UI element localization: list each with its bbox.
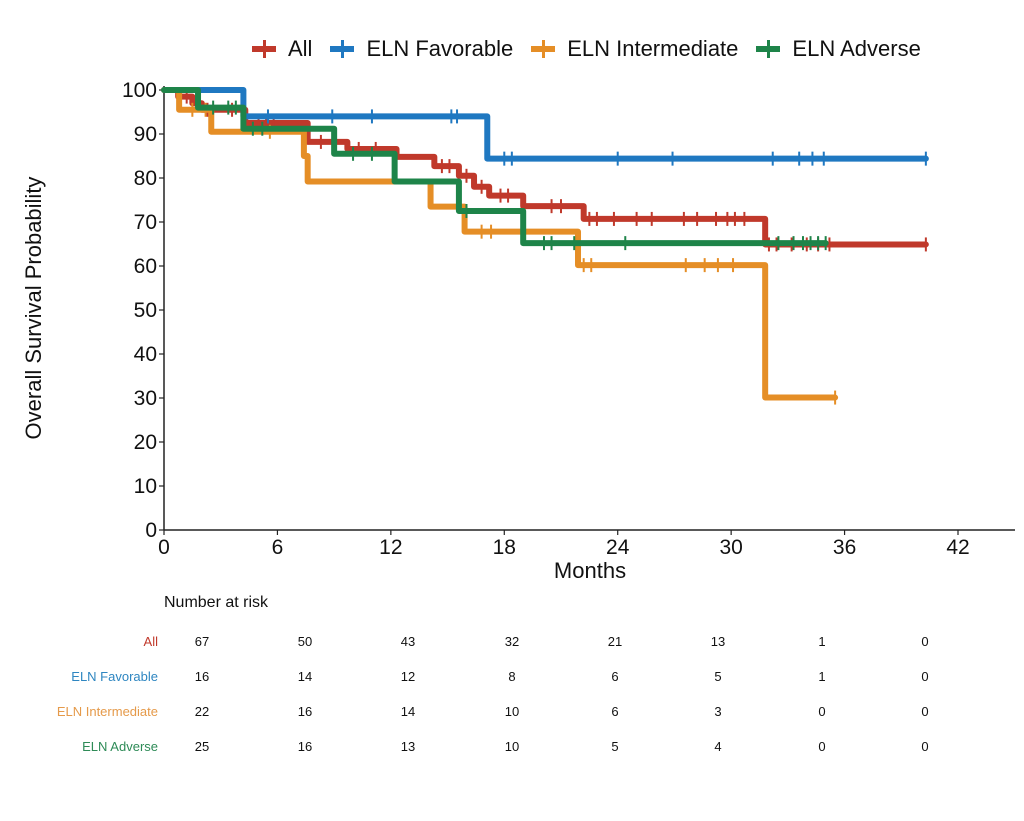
x-axis-label: Months: [553, 558, 627, 583]
risk-cell: 1: [818, 634, 826, 649]
x-tick-label: 18: [493, 536, 516, 559]
risk-cell: 3: [714, 704, 722, 719]
y-tick-label: 80: [134, 167, 157, 190]
y-tick-label: 70: [134, 211, 157, 234]
curve-line-all: [161, 87, 929, 248]
legend-label: ELN Adverse: [792, 36, 921, 61]
x-tick-label: 42: [946, 536, 969, 559]
risk-cell: 4: [714, 739, 722, 754]
x-tick-label: 0: [158, 536, 170, 559]
y-axis-label: Overall Survival Probability: [21, 176, 46, 440]
risk-cell: 0: [921, 634, 929, 649]
legend-swatch-icon: [252, 39, 276, 59]
curve-line-eln-adverse: [161, 87, 829, 247]
risk-cell: 14: [400, 704, 416, 719]
axes: 0 6 12 18 24 30 36 42 0 10 20 30 40 50 60 70 80 90 100: [122, 79, 1015, 559]
risk-cell: 8: [508, 669, 516, 684]
risk-cell: 22: [194, 704, 210, 719]
risk-cell: 21: [607, 634, 623, 649]
series-eln-adverse: [161, 87, 829, 251]
risk-cell: 67: [194, 634, 210, 649]
risk-cell: 13: [400, 739, 416, 754]
series-eln-intermediate: [161, 87, 839, 405]
legend: All ELN Favorable ELN Intermediate ELN Adve…: [252, 36, 939, 62]
legend-swatch-icon: [330, 39, 355, 59]
x-tick-label: 30: [719, 536, 742, 559]
risk-cell: 5: [611, 739, 619, 754]
risk-cell: 1: [818, 669, 826, 684]
y-tick-label: 10: [134, 475, 157, 498]
risk-cell: 16: [194, 669, 210, 684]
legend-item-eln-favorable: ELN Favorable: [330, 36, 513, 62]
risk-cell: 13: [710, 634, 726, 649]
legend-label: ELN Intermediate: [567, 36, 739, 61]
y-tick-label: 100: [122, 79, 157, 102]
y-tick-label: 90: [134, 123, 157, 146]
curve-line-eln-favorable: [161, 87, 929, 162]
risk-cell: 0: [921, 669, 929, 684]
risk-row-label: ELN Adverse: [82, 739, 158, 754]
x-tick-label: 36: [833, 536, 856, 559]
risk-cell: 0: [921, 739, 929, 754]
risk-cell: 10: [504, 704, 520, 719]
legend-swatch-icon: [756, 39, 781, 59]
series-eln-favorable: [161, 87, 929, 166]
risk-cell: 43: [400, 634, 416, 649]
risk-cell: 32: [504, 634, 520, 649]
y-tick-label: 20: [134, 431, 157, 454]
x-tick-label: 6: [272, 536, 284, 559]
legend-swatch-icon: [531, 39, 556, 59]
legend-label: ELN Favorable: [366, 36, 514, 61]
risk-row-label: ELN Intermediate: [56, 704, 158, 719]
risk-cell: 10: [504, 739, 520, 754]
risk-cell: 6: [611, 704, 619, 719]
legend-item-eln-intermediate: ELN Intermediate: [531, 36, 738, 62]
y-tick-label: 30: [134, 387, 157, 410]
risk-row-label: ELN Favorable: [71, 669, 158, 684]
legend-item-eln-adverse: ELN Adverse: [756, 36, 921, 62]
risk-cell: 5: [714, 669, 722, 684]
y-tick-label: 50: [134, 299, 157, 322]
risk-cell: 0: [921, 704, 929, 719]
risk-cell: 14: [297, 669, 313, 684]
risk-table-title: Number at risk: [164, 594, 269, 611]
risk-cell: 0: [818, 704, 826, 719]
x-tick-label: 24: [606, 536, 630, 559]
risk-cell: 0: [818, 739, 826, 754]
legend-label: All: [288, 36, 313, 61]
risk-cell: 6: [611, 669, 619, 684]
risk-cell: 16: [297, 704, 313, 719]
x-tick-label: 12: [379, 536, 402, 559]
risk-cell: 12: [400, 669, 416, 684]
risk-cell: 16: [297, 739, 313, 754]
y-tick-label: 0: [145, 519, 157, 542]
y-tick-label: 40: [134, 343, 157, 366]
legend-item-all: All: [252, 36, 312, 62]
risk-cell: 25: [194, 739, 210, 754]
risk-cell: 50: [297, 634, 313, 649]
survival-curves: [161, 87, 929, 405]
y-tick-label: 60: [134, 255, 157, 278]
risk-row-label: All: [143, 634, 158, 649]
